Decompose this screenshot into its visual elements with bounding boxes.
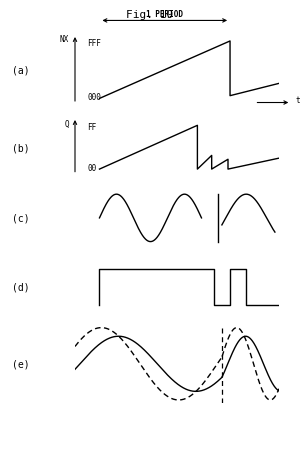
Text: 00: 00 (87, 163, 97, 172)
Text: (b): (b) (12, 143, 30, 153)
Text: (e): (e) (12, 359, 30, 369)
Text: (d): (d) (12, 282, 30, 292)
Text: FFF: FFF (87, 39, 101, 48)
Text: Fig. 19: Fig. 19 (126, 10, 174, 20)
Text: (c): (c) (12, 213, 30, 223)
Text: 1 PERIOD: 1 PERIOD (146, 10, 183, 19)
Text: NX: NX (60, 35, 69, 44)
Text: (a): (a) (12, 66, 30, 76)
Text: FF: FF (87, 123, 97, 132)
Text: Q: Q (64, 120, 69, 128)
Text: t: t (295, 96, 300, 105)
Text: 000: 000 (87, 92, 101, 101)
